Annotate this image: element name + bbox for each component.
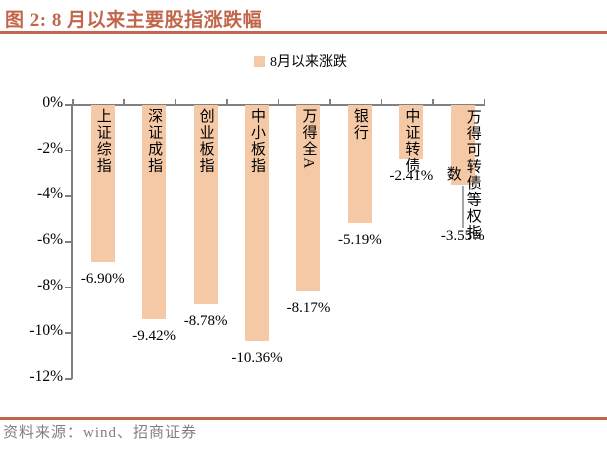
y-axis-tick-label: -2% [37,139,63,157]
bar-value-label: -5.19% [338,231,382,248]
bar-category-label: 中小板指 [249,108,266,174]
bar-category-label: 上证综指 [94,108,111,174]
category-tick [432,99,434,104]
y-axis-tick-label: -8% [37,276,63,294]
category-tick [277,99,280,104]
bar-value-label: -9.42% [132,328,177,345]
bar-category-label: 创业板指 [197,108,214,174]
data-label-leader-line [462,186,464,228]
y-axis-tick [65,195,72,197]
footer-rule [0,417,607,420]
bar-value-label: -3.55% [440,228,485,244]
legend: 8月以来涨跌 [254,51,347,71]
category-tick [226,99,228,104]
y-axis-tick [65,241,72,243]
y-axis-tick [65,332,72,334]
category-tick [483,99,485,104]
y-axis-tick [65,286,72,289]
y-axis-tick-label: -10% [29,322,63,340]
category-tick [72,99,74,104]
bar-category-label: 深证成指 [146,108,163,174]
bar [90,105,115,262]
y-axis-tick [65,104,72,106]
legend-label: 8月以来涨跌 [270,55,347,70]
y-axis-tick-label: 0% [42,94,63,111]
source-text: 资料来源：wind、招商证券 [3,425,198,441]
legend-swatch-icon [254,55,265,67]
bar-category-label: 中证转债 [403,108,420,174]
bar [142,105,167,320]
bar [399,105,424,160]
bar-value-label: -8.17% [286,299,331,316]
bar [296,105,321,291]
category-tick [329,99,331,104]
bar-category-label: 万得全A [300,108,317,170]
y-axis-tick-label: -4% [37,185,63,203]
y-axis-tick [65,378,72,380]
bar [245,105,270,341]
zero-line [72,104,485,106]
bar-value-label: -10.36% [231,349,283,366]
category-tick [174,99,177,104]
bar-value-label: -6.90% [80,270,125,287]
bar [193,105,218,305]
title-underline-rule [0,31,607,34]
bar-category-label: 万得可转债等权指数 [444,108,481,241]
bar-value-label: -8.78% [183,313,228,330]
bar [347,105,372,223]
bar [450,105,475,186]
figure-title: 图 2: 8 月以来主要股指涨跌幅 [5,10,263,31]
bar-value-label: -2.41% [389,168,434,185]
y-axis-tick-label: -6% [37,231,63,248]
bar-category-label: 银行 [351,108,368,141]
y-axis-tick-label: -12% [29,368,63,385]
category-tick [380,99,383,104]
y-axis-tick [65,149,72,152]
category-tick [123,99,125,104]
